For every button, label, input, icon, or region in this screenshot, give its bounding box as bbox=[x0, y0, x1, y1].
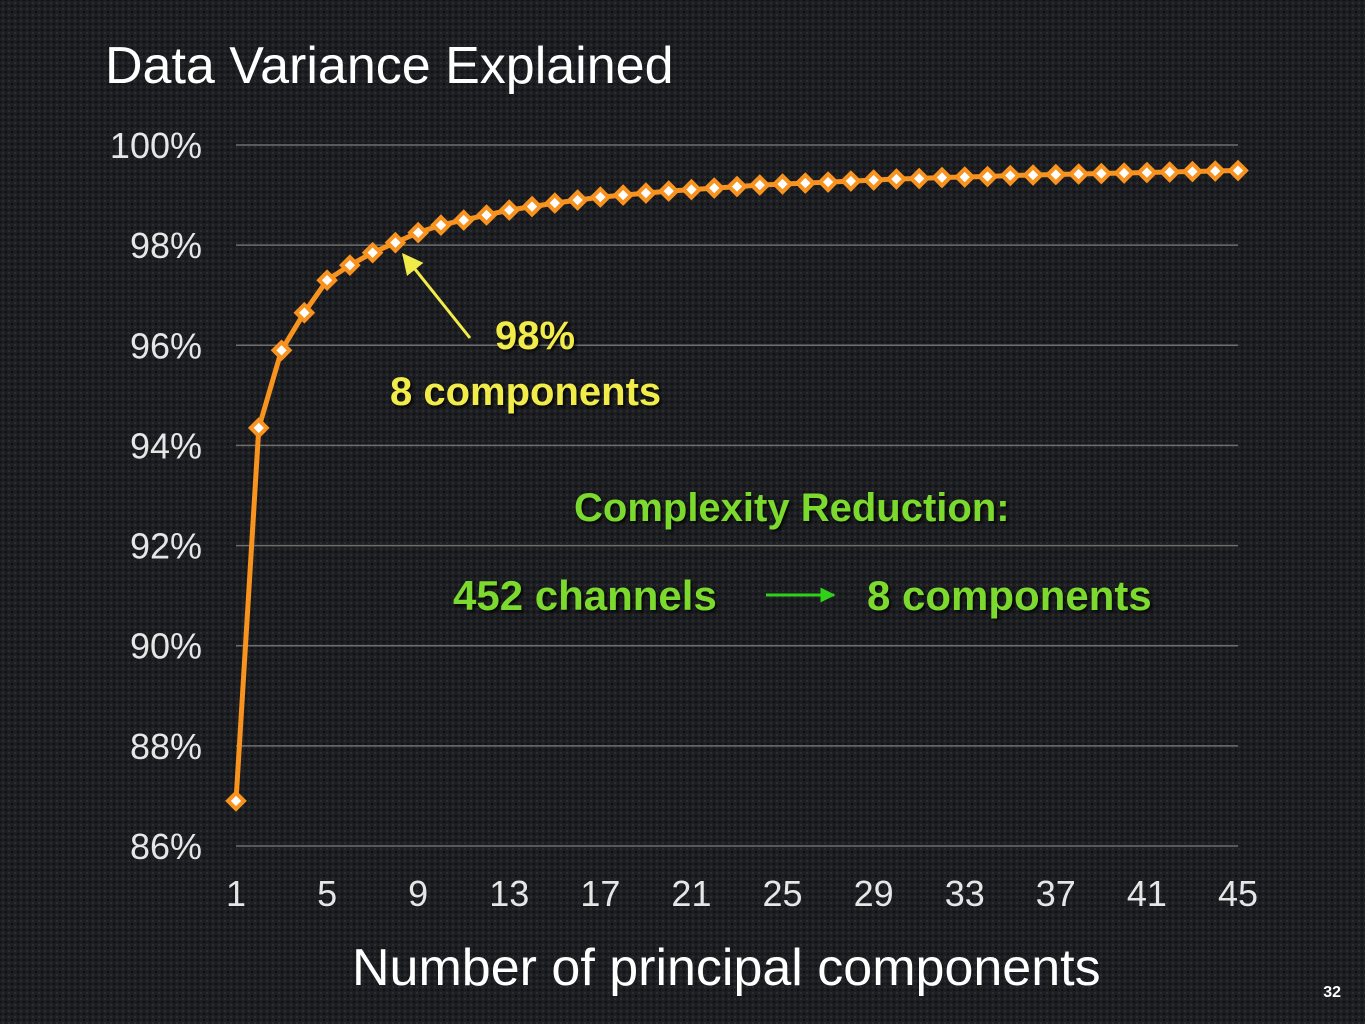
data-point bbox=[1113, 162, 1135, 184]
y-axis-ticks: 100% 98% 96% 94% 92% 90% 88% 86% bbox=[110, 125, 202, 867]
data-point bbox=[771, 173, 794, 195]
data-point bbox=[521, 195, 543, 218]
data-point bbox=[999, 164, 1022, 187]
data-point bbox=[452, 209, 475, 231]
data-point bbox=[1227, 159, 1249, 182]
data-point bbox=[931, 166, 953, 189]
reduction-from: 452 channels bbox=[453, 572, 717, 619]
callout-percent: 98% bbox=[495, 314, 576, 358]
data-point bbox=[225, 790, 247, 812]
data-point bbox=[817, 171, 839, 193]
y-tick-label: 86% bbox=[130, 826, 202, 867]
data-point bbox=[384, 231, 407, 254]
data-point bbox=[1204, 160, 1227, 182]
data-point bbox=[589, 186, 612, 208]
data-point bbox=[1136, 161, 1158, 184]
data-point bbox=[361, 241, 384, 264]
data-point bbox=[612, 184, 634, 206]
y-tick-label: 88% bbox=[130, 726, 202, 767]
x-tick-label: 41 bbox=[1127, 873, 1167, 914]
data-point bbox=[953, 166, 976, 188]
data-point bbox=[407, 221, 430, 244]
x-tick-label: 17 bbox=[580, 873, 620, 914]
data-point bbox=[908, 167, 931, 190]
data-point bbox=[293, 301, 316, 324]
data-point bbox=[1022, 164, 1044, 186]
data-point bbox=[1044, 163, 1067, 186]
reduction-heading: Complexity Reduction: bbox=[574, 486, 1010, 530]
data-point bbox=[247, 417, 270, 439]
chart-title: Data Variance Explained bbox=[105, 37, 674, 95]
data-point bbox=[270, 339, 293, 362]
data-point bbox=[339, 254, 361, 276]
callout-components: 8 components bbox=[390, 370, 662, 414]
x-tick-label: 21 bbox=[671, 873, 711, 914]
x-tick-label: 45 bbox=[1218, 873, 1258, 914]
data-point bbox=[1158, 161, 1181, 183]
data-point bbox=[840, 170, 862, 192]
x-tick-label: 5 bbox=[317, 873, 337, 914]
x-tick-label: 37 bbox=[1036, 873, 1076, 914]
data-point bbox=[976, 165, 999, 188]
x-axis-label: Number of principal components bbox=[352, 939, 1101, 997]
data-point bbox=[657, 180, 680, 202]
x-tick-label: 13 bbox=[489, 873, 529, 914]
data-point bbox=[498, 199, 521, 221]
data-point bbox=[430, 214, 452, 236]
data-markers bbox=[225, 159, 1249, 812]
y-tick-label: 92% bbox=[130, 526, 202, 567]
data-point bbox=[794, 172, 817, 194]
x-tick-label: 1 bbox=[226, 873, 246, 914]
data-point bbox=[1067, 163, 1090, 185]
data-point bbox=[475, 204, 498, 226]
y-tick-label: 98% bbox=[130, 225, 202, 266]
x-axis-ticks: 1 5 9 13 17 21 25 29 33 37 41 45 bbox=[226, 873, 1258, 914]
y-tick-label: 100% bbox=[110, 125, 202, 166]
data-point bbox=[748, 174, 771, 196]
callout-arrow bbox=[402, 252, 472, 339]
page-number: 32 bbox=[1323, 984, 1341, 1001]
data-point bbox=[862, 169, 885, 191]
data-point bbox=[1181, 160, 1204, 183]
x-tick-label: 25 bbox=[763, 873, 803, 914]
data-point bbox=[703, 177, 726, 199]
y-tick-label: 90% bbox=[130, 626, 202, 667]
data-point bbox=[566, 189, 589, 211]
data-point bbox=[316, 269, 338, 292]
reduction-to: 8 components bbox=[867, 572, 1152, 619]
x-tick-label: 33 bbox=[945, 873, 985, 914]
data-point bbox=[635, 182, 657, 204]
data-point bbox=[885, 168, 908, 190]
data-point bbox=[726, 175, 748, 198]
x-tick-label: 29 bbox=[854, 873, 894, 914]
y-tick-label: 96% bbox=[130, 325, 202, 366]
y-tick-label: 94% bbox=[130, 425, 202, 466]
data-point bbox=[1090, 162, 1113, 185]
x-tick-label: 9 bbox=[408, 873, 428, 914]
data-point bbox=[680, 178, 703, 201]
data-point bbox=[543, 192, 566, 214]
